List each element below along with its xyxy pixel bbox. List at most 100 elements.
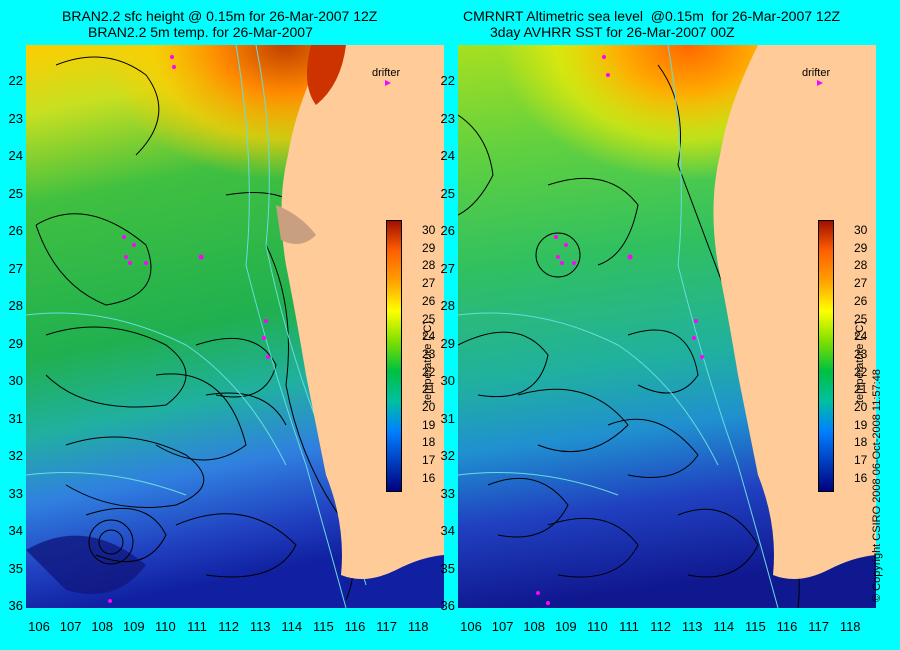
y-tick-label-right: 27 <box>440 260 455 276</box>
colorbar-tick-right: 25 <box>854 311 868 326</box>
left-title-line2: BRAN2.2 5m temp. for 26-Mar-2007 <box>88 24 313 40</box>
y-tick-label-right: 36 <box>440 598 455 613</box>
colorbar-tick-left: 19 <box>422 417 436 432</box>
y-tick-label-right: 30 <box>440 373 455 388</box>
colorbar-tick-left: 22 <box>422 364 436 379</box>
x-tick-label-right: 113 <box>681 619 703 634</box>
colorbar-tick-left: 17 <box>422 453 436 468</box>
y-tick-label-left: 34 <box>8 523 23 538</box>
colorbar-tick-left: 29 <box>422 240 436 255</box>
x-tick-label-right: 106 <box>460 619 482 634</box>
colorbar-tick-right: 29 <box>854 240 868 255</box>
y-tick-label-right: 34 <box>440 523 455 538</box>
colorbar-tick-right: 22 <box>854 364 868 379</box>
x-tick-label-left: 106 <box>28 619 50 634</box>
colorbar-tick-right: 28 <box>854 258 868 273</box>
drifter-label-left: drifter <box>372 67 401 79</box>
colorbar-tick-left: 23 <box>422 346 436 361</box>
left-title-line1: BRAN2.2 sfc height @ 0.15m for 26-Mar-20… <box>62 8 378 24</box>
x-tick-label-right: 116 <box>776 619 798 634</box>
y-tick-label-left: 28 <box>8 298 23 313</box>
y-tick-label-left: 23 <box>8 110 23 126</box>
colorbar-tick-right: 18 <box>854 435 868 450</box>
y-tick-label-right: 25 <box>440 185 455 201</box>
colorbar-tick-left: 16 <box>422 470 436 485</box>
y-tick-label-left: 27 <box>8 260 23 276</box>
x-tick-label-right: 117 <box>808 619 829 634</box>
x-tick-label-left: 107 <box>59 619 82 634</box>
x-tick-label-right: 112 <box>650 619 671 634</box>
x-tick-label-right: 110 <box>587 619 608 634</box>
y-tick-label-right: 28 <box>440 298 455 313</box>
y-tick-label-left: 30 <box>8 373 23 388</box>
x-tick-label-right: 118 <box>839 619 861 634</box>
drifter-tracks <box>108 55 270 603</box>
left-map <box>26 45 444 608</box>
x-tick-label-left: 109 <box>122 619 145 634</box>
copyright-notice: © Copyright CSIRO 2008 06-Oct-2008 11:57… <box>871 369 883 602</box>
y-tick-label-left: 22 <box>8 73 23 88</box>
drifter-label-right: drifter <box>802 67 831 79</box>
x-tick-label-left: 112 <box>218 619 239 634</box>
y-tick-label-right: 32 <box>440 448 455 463</box>
colorbar-tick-right: 26 <box>854 293 868 308</box>
y-tick-label-left: 32 <box>8 448 23 463</box>
y-tick-label-left: 26 <box>8 223 23 238</box>
colorbar-tick-right: 30 <box>854 223 868 237</box>
right-colorbar <box>818 220 834 492</box>
colorbar-tick-left: 26 <box>422 293 436 308</box>
y-tick-label-left: 36 <box>8 598 23 613</box>
drifter-arrow <box>817 80 823 86</box>
right-title-line2: 3day AVHRR SST for 26-Mar-2007 00Z <box>490 24 735 40</box>
x-tick-label-left: 116 <box>344 619 366 634</box>
isobaths <box>458 45 779 608</box>
colorbar-tick-right: 27 <box>854 276 868 291</box>
gulf <box>276 205 316 244</box>
x-tick-label-right: 108 <box>523 619 546 634</box>
y-tick-label-right: 33 <box>440 485 455 501</box>
colorbar-tick-left: 28 <box>422 258 436 273</box>
colorbar-tick-left: 30 <box>422 223 436 237</box>
x-tick-label-left: 113 <box>249 619 271 634</box>
y-tick-label-left: 25 <box>8 185 23 201</box>
colorbar-tick-right: 23 <box>854 346 868 361</box>
y-tick-label-right: 35 <box>440 560 455 576</box>
colorbar-tick-right: 21 <box>854 382 868 397</box>
drifter-arrow <box>385 80 391 86</box>
land <box>281 45 444 579</box>
y-tick-label-right: 22 <box>440 73 455 88</box>
colorbar-tick-left: 18 <box>422 435 436 450</box>
y-tick-label-right: 29 <box>440 335 455 351</box>
cold-eddy <box>26 535 146 595</box>
y-tick-label-left: 35 <box>8 560 23 576</box>
colorbar-tick-right: 16 <box>854 470 868 485</box>
colorbar-tick-left: 25 <box>422 311 436 326</box>
right-title-line1: CMRNRT Altimetric sea level @0.15m for 2… <box>463 8 841 24</box>
land-warm-inlet <box>307 45 346 105</box>
land <box>713 45 876 579</box>
right-map <box>458 45 876 608</box>
colorbar-tick-right: 24 <box>854 329 868 344</box>
y-tick-label-left: 24 <box>8 148 23 163</box>
x-tick-label-right: 109 <box>554 619 577 634</box>
x-tick-label-right: 111 <box>619 619 639 634</box>
drifter-tracks <box>536 55 704 605</box>
x-tick-label-left: 111 <box>187 619 207 634</box>
y-tick-label-right: 31 <box>440 410 455 426</box>
x-tick-label-right: 115 <box>745 619 766 634</box>
colorbar-tick-left: 24 <box>422 329 436 344</box>
left-map-panel: drifter temperature (°C) <box>26 45 444 608</box>
colorbar-tick-right: 20 <box>854 400 868 414</box>
y-tick-label-left: 29 <box>8 335 23 351</box>
x-tick-label-left: 110 <box>155 619 176 634</box>
colorbar-tick-left: 20 <box>422 400 436 414</box>
y-tick-label-right: 26 <box>440 223 455 238</box>
colorbar-tick-right: 19 <box>854 417 868 432</box>
x-tick-label-right: 107 <box>491 619 514 634</box>
x-tick-label-left: 114 <box>281 619 303 634</box>
x-tick-label-left: 108 <box>91 619 114 634</box>
right-map-panel: drifter temperature (°C) <box>458 45 876 608</box>
colorbar-tick-left: 27 <box>422 276 436 291</box>
y-tick-label-right: 23 <box>440 110 455 126</box>
colorbar-tick-left: 21 <box>422 382 436 397</box>
